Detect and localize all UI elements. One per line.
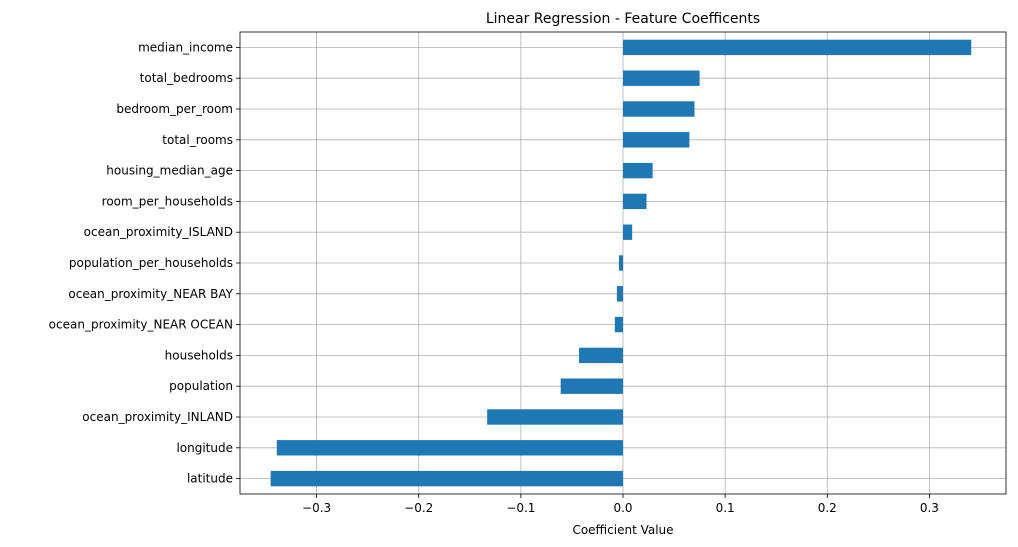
category-label: households	[165, 348, 233, 362]
category-label: longitude	[176, 441, 233, 455]
x-tick-label: −0.3	[302, 501, 331, 515]
bar-ocean-proximity-near-ocean	[614, 316, 623, 333]
category-label: ocean_proximity_NEAR OCEAN	[49, 318, 233, 332]
x-tick-label: 0.1	[716, 501, 735, 515]
category-label: room_per_households	[102, 194, 233, 208]
x-tick-label: 0.3	[920, 501, 939, 515]
category-label: population_per_households	[69, 256, 233, 270]
category-label: total_rooms	[162, 133, 233, 147]
bar-housing-median-age	[623, 162, 653, 179]
category-label: ocean_proximity_INLAND	[82, 410, 233, 424]
bar-ocean-proximity-island	[623, 224, 633, 240]
bar-population-per-households	[618, 255, 623, 271]
category-label: population	[169, 379, 233, 393]
x-tick-label: −0.2	[404, 501, 433, 515]
bars	[270, 39, 972, 487]
bar-median-income	[623, 39, 972, 56]
x-tick-label: 0.0	[613, 501, 632, 515]
x-tick-label: 0.2	[818, 501, 837, 515]
category-label: median_income	[138, 40, 233, 54]
category-label: bedroom_per_room	[116, 102, 233, 116]
category-label: latitude	[187, 472, 233, 486]
y-axis-categories: latitude longitude ocean_proximity_INLAND p…	[49, 40, 240, 486]
bar-households	[579, 347, 623, 364]
x-axis-ticks: −0.3 −0.2 −0.1 0.0 0.1 0.2 0.3	[302, 494, 939, 515]
bar-ocean-proximity-inland	[487, 409, 623, 425]
bar-room-per-households	[623, 193, 647, 210]
x-axis-label: Coefficient Value	[572, 523, 673, 537]
bar-total-bedrooms	[623, 70, 700, 86]
x-tick-label: −0.1	[506, 501, 535, 515]
chart-title: Linear Regression - Feature Coefficents	[486, 11, 760, 27]
category-label: ocean_proximity_NEAR BAY	[68, 287, 233, 301]
category-label: housing_median_age	[106, 164, 233, 178]
bar-population	[560, 378, 623, 394]
bar-total-rooms	[623, 132, 690, 148]
bar-bedroom-per-room	[623, 101, 695, 117]
category-label: total_bedrooms	[140, 71, 233, 85]
bar-longitude	[276, 440, 623, 456]
category-label: ocean_proximity_ISLAND	[84, 225, 233, 239]
plot-frame	[239, 31, 1007, 495]
bar-ocean-proximity-near-bay	[616, 286, 623, 302]
bar-latitude	[270, 470, 623, 487]
